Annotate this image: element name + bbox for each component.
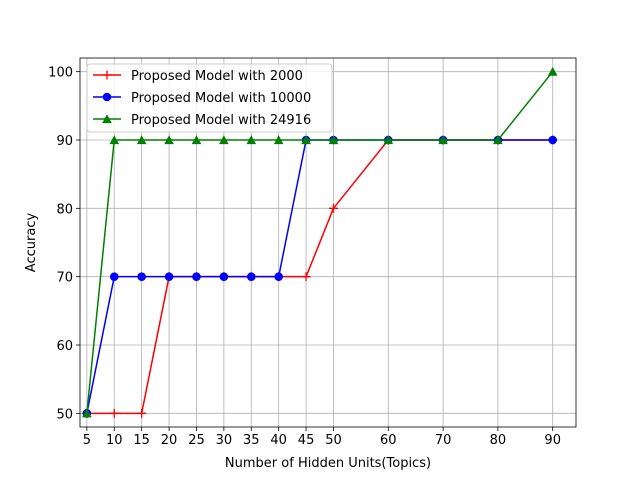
- x-tick-label: 70: [435, 433, 452, 448]
- legend-symbol-2: [93, 114, 121, 124]
- data-point: [547, 66, 558, 76]
- x-tick-label: 15: [133, 433, 150, 448]
- x-tick-label: 60: [380, 433, 397, 448]
- x-tick-label: 35: [243, 433, 260, 448]
- x-tick-label: 45: [298, 433, 315, 448]
- legend-symbol-0: [93, 70, 121, 80]
- data-point: [191, 135, 202, 145]
- y-tick-label: 70: [56, 271, 73, 286]
- data-point: [219, 135, 229, 145]
- data-point: [328, 203, 338, 213]
- data-point: [109, 408, 119, 418]
- legend-label-0: Proposed Model with 2000: [131, 69, 303, 84]
- y-axis-title: Accuracy: [24, 213, 39, 273]
- data-point: [137, 408, 147, 418]
- data-point: [274, 272, 283, 281]
- legend-label-1: Proposed Model with 10000: [131, 91, 311, 106]
- data-point: [548, 135, 558, 145]
- x-tick-label: 40: [270, 433, 287, 448]
- data-point: [164, 135, 174, 145]
- data-point: [273, 135, 284, 145]
- data-point: [192, 272, 201, 281]
- x-tick-label: 25: [188, 433, 205, 448]
- x-tick-label: 90: [544, 433, 561, 448]
- axis-ticks: 5 10 15 20 25 30 35 40 45 50 60 70 80 90 50 60 70 80 90 100: [48, 66, 561, 448]
- data-point: [219, 272, 229, 281]
- legend-marker: [102, 70, 112, 80]
- legend-entry-1: Proposed Model with 10000: [93, 91, 311, 106]
- x-tick-label: 50: [325, 433, 342, 448]
- data-point: [109, 272, 119, 281]
- data-point: [438, 135, 448, 145]
- y-tick-label: 50: [56, 407, 73, 422]
- x-tick-label: 10: [106, 433, 123, 448]
- y-tick-label: 90: [56, 134, 73, 149]
- data-point: [301, 135, 311, 145]
- data-point: [383, 135, 394, 145]
- data-point: [301, 272, 311, 282]
- x-tick-label: 30: [216, 433, 233, 448]
- y-tick-label: 60: [56, 339, 73, 354]
- legend-entry-0: Proposed Model with 2000: [93, 69, 303, 84]
- legend-box: [86, 63, 333, 133]
- legend-symbol-1: [93, 92, 121, 102]
- legend-marker: [102, 92, 112, 102]
- data-point: [137, 272, 146, 281]
- data-point: [82, 408, 92, 418]
- data-point: [328, 135, 339, 145]
- x-tick-label: 80: [490, 433, 507, 448]
- x-axis-title: Number of Hidden Units(Topics): [225, 456, 431, 471]
- y-tick-label: 80: [56, 202, 73, 217]
- x-tick-label: 20: [161, 433, 178, 448]
- x-tick-label: 5: [83, 433, 91, 448]
- legend: Proposed Model with 2000 Proposed Model …: [86, 63, 333, 133]
- legend-label-2: Proposed Model with 24916: [131, 113, 311, 128]
- series-line-2: [86, 71, 554, 414]
- y-tick-label: 100: [48, 66, 73, 81]
- legend-marker: [102, 114, 112, 124]
- series-layer: [82, 66, 558, 418]
- legend-entry-2: Proposed Model with 24916: [93, 113, 311, 128]
- data-point: [109, 135, 120, 145]
- plot-frame: [79, 57, 577, 428]
- data-point: [136, 135, 147, 145]
- series-2: [82, 66, 558, 418]
- data-point: [493, 135, 503, 145]
- data-point: [164, 272, 174, 281]
- data-point: [246, 135, 257, 145]
- data-point: [246, 272, 256, 281]
